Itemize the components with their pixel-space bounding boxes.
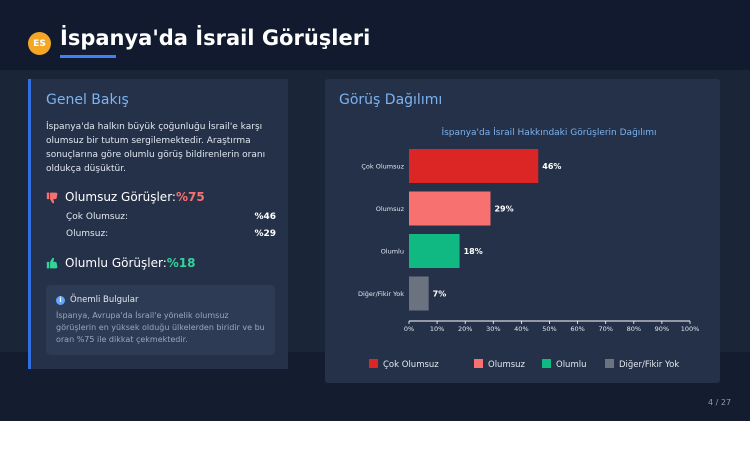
very-negative-value: %46 xyxy=(254,212,276,222)
x-tick-label-2: 20% xyxy=(458,325,472,333)
thumbs-up-icon xyxy=(46,257,58,268)
negative-value: %29 xyxy=(254,229,276,239)
positive-views-value: %18 xyxy=(166,256,196,270)
negative-views-value: %75 xyxy=(175,190,205,204)
x-tick-label-8: 80% xyxy=(627,325,641,333)
key-findings-box: i Önemli Bulgular İspanya, Avrupa'da İsr… xyxy=(46,285,275,355)
opinion-chart: İspanya'da İsrail Hakkındaki Görüşlerin … xyxy=(358,127,700,370)
page-number: 4 / 27 xyxy=(708,398,732,407)
negative-views-label: Olumsuz Görüşler: xyxy=(65,190,176,204)
bar-2 xyxy=(409,234,460,268)
legend-label-1: Olumsuz xyxy=(488,360,526,370)
page-title: İspanya'da İsrail Görüşleri xyxy=(60,26,371,50)
x-tick-label-4: 40% xyxy=(514,325,528,333)
very-negative-row: Çok Olumsuz: %46 xyxy=(66,212,276,222)
key-findings-title: Önemli Bulgular xyxy=(70,295,139,305)
bar-0 xyxy=(409,149,539,183)
chart-title: İspanya'da İsrail Hakkındaki Görüşlerin … xyxy=(441,127,656,138)
bar-1 xyxy=(409,191,491,226)
category-label-2: Olumlu xyxy=(381,248,404,256)
x-tick-label-10: 100% xyxy=(681,325,700,333)
value-label-0: 46% xyxy=(542,162,561,171)
key-findings-header: i Önemli Bulgular xyxy=(56,295,138,305)
legend-label-3: Diğer/Fikir Yok xyxy=(619,360,679,370)
category-label-1: Olumsuz xyxy=(376,205,405,213)
value-label-1: 29% xyxy=(494,205,513,214)
slide: ES İspanya'da İsrail Görüşleri Genel Bak… xyxy=(0,0,750,421)
legend-swatch-0 xyxy=(369,359,378,368)
legend-swatch-1 xyxy=(474,359,483,368)
category-label-3: Diğer/Fikir Yok xyxy=(358,290,404,298)
negative-row: Olumsuz: %29 xyxy=(66,229,276,239)
overview-description: İspanya'da halkın büyük çoğunluğu İsrail… xyxy=(46,122,266,174)
x-tick-label-6: 60% xyxy=(570,325,584,333)
overview-panel: Genel Bakış İspanya'da halkın büyük çoğu… xyxy=(28,79,288,369)
x-tick-label-5: 50% xyxy=(542,325,556,333)
distribution-panel: Görüş Dağılımı İspanya'da İsrail Hakkınd… xyxy=(325,79,720,383)
positive-views-label: Olumlu Görüşler: xyxy=(65,256,167,270)
bar-3 xyxy=(409,276,429,311)
key-findings-text: İspanya, Avrupa'da İsrail'e yönelik olum… xyxy=(56,311,265,344)
header: ES İspanya'da İsrail Görüşleri xyxy=(0,0,750,70)
country-logo: ES xyxy=(28,32,51,55)
very-negative-label: Çok Olumsuz: xyxy=(66,212,129,222)
value-label-3: 7% xyxy=(433,290,447,299)
negative-label: Olumsuz: xyxy=(66,229,109,239)
info-icon: i xyxy=(56,295,65,305)
value-label-2: 18% xyxy=(464,247,483,256)
overview-title: Genel Bakış xyxy=(46,92,129,108)
legend-label-2: Olumlu xyxy=(556,360,586,370)
x-tick-label-1: 10% xyxy=(430,325,444,333)
legend-label-0: Çok Olumsuz xyxy=(383,360,439,370)
thumbs-down-icon xyxy=(46,192,58,203)
legend-swatch-3 xyxy=(605,359,614,368)
category-label-0: Çok Olumsuz xyxy=(361,163,404,171)
negative-views-summary: Olumsuz Görüşler: %75 xyxy=(46,190,205,204)
distribution-title: Görüş Dağılımı xyxy=(339,92,443,108)
positive-views-summary: Olumlu Görüşler: %18 xyxy=(46,256,195,270)
x-tick-label-3: 30% xyxy=(486,325,500,333)
x-tick-label-7: 70% xyxy=(598,325,612,333)
x-tick-label-9: 90% xyxy=(655,325,669,333)
x-tick-label-0: 0% xyxy=(404,325,414,333)
title-underline xyxy=(60,55,116,58)
legend-swatch-2 xyxy=(542,359,551,368)
